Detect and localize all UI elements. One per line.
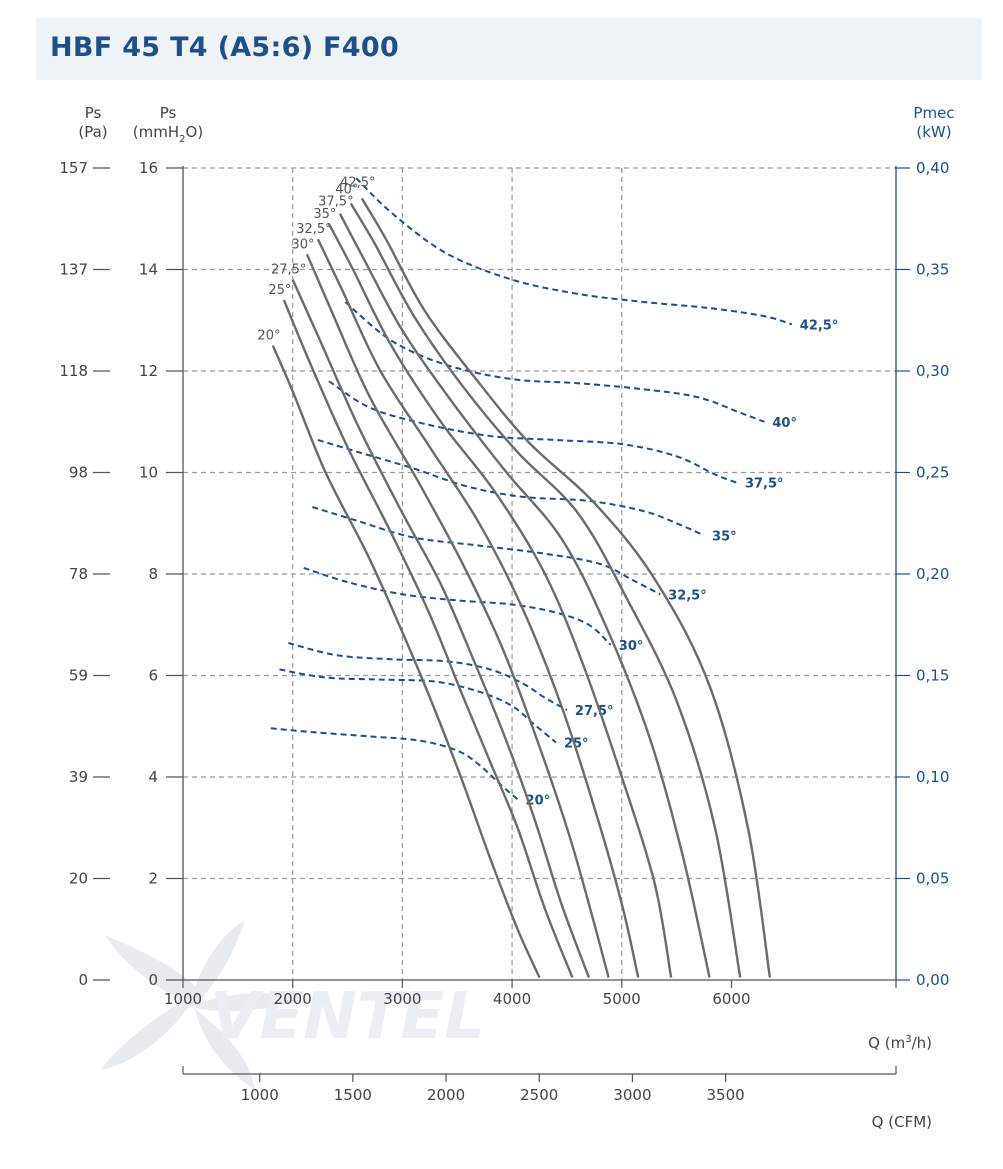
ps-mm-tick-label: 12: [139, 362, 158, 380]
power-curve-label: 42,5°: [800, 318, 839, 333]
pressure-curve-32,5°: [316, 238, 640, 978]
pressure-curve-27,5°: [291, 279, 591, 978]
pressure-curve-37,5°: [338, 213, 711, 978]
power-curve-30°: [303, 566, 612, 646]
ps-mm-tick-label: 14: [139, 261, 158, 279]
power-curve-label: 27,5°: [575, 704, 614, 719]
pressure-curve-label: 40°: [335, 183, 358, 198]
power-curve-label: 20°: [526, 793, 551, 808]
q-cfm-label: Q (CFM): [872, 1113, 932, 1131]
ps-mm-tick-label: 16: [139, 159, 158, 177]
ps-mm-tick-label: 0: [148, 971, 158, 989]
pmec-unit: (kW): [916, 123, 951, 141]
pmec-label: Pmec: [913, 104, 954, 122]
ps-pa-tick-label: 118: [59, 362, 88, 380]
q-m3h-tick-label: 6000: [712, 990, 750, 1008]
pressure-curve-label: 25°: [268, 283, 291, 298]
pressure-curve-42,5°: [360, 197, 772, 978]
pressure-curve-label: 35°: [313, 207, 336, 222]
ps-mm-tick-label: 4: [148, 768, 158, 786]
power-curve-32,5°: [312, 506, 661, 596]
pressure-curve-label: 42,5°: [340, 175, 375, 190]
q-m3h-label: Q (m3/h): [868, 1034, 932, 1052]
pmec-tick-label: 0,35: [916, 261, 949, 279]
pressure-curve-30°: [305, 253, 610, 978]
pressure-curve-label: 20°: [257, 329, 280, 344]
pressure-curve-35°: [327, 223, 673, 978]
ps-mm-tick-label: 8: [148, 565, 158, 583]
ps-pa-tick-label: 39: [69, 768, 88, 786]
ps-pa-tick-label: 98: [69, 464, 88, 482]
pmec-tick-label: 0,20: [916, 565, 949, 583]
ps-mm-tick-label: 10: [139, 464, 158, 482]
title-bar: HBF 45 T4 (A5:6) F400: [36, 18, 982, 80]
pmec-tick-label: 0,05: [916, 870, 949, 888]
pressure-curves: 20°25°27,5°30°32,5°35°37,5°40°42,5°: [257, 175, 772, 978]
q-m3h-tick-label: 4000: [493, 990, 531, 1008]
ps-pa-tick-label: 20: [69, 870, 88, 888]
q-m3h-tick-label: 5000: [603, 990, 641, 1008]
q-cfm-tick-label: 3500: [706, 1086, 744, 1104]
pressure-curve-label: 37,5°: [318, 195, 353, 210]
fan-blades-icon: [100, 920, 300, 1090]
pressure-curve-25°: [282, 299, 574, 978]
pmec-tick-label: 0,10: [916, 768, 949, 786]
ps-pa-tick-label: 59: [69, 667, 88, 685]
logo-text: VENTEL: [210, 980, 485, 1054]
power-curve-label: 30°: [619, 639, 644, 654]
ps-pa-unit: (Pa): [78, 123, 107, 141]
ps-pa-label: Ps: [85, 104, 102, 122]
power-curve-label: 35°: [712, 529, 737, 544]
power-curve-35°: [317, 439, 705, 537]
pmec-tick-label: 0,00: [916, 971, 949, 989]
power-curve-label: 32,5°: [668, 588, 707, 603]
axes: 157 16 0,40 137 14 0,35 118 12 0,30 98 10 0,25 78 8 0,…: [59, 159, 949, 1104]
q-cfm-tick-label: 2000: [427, 1086, 465, 1104]
power-curve-42,5°: [355, 177, 793, 326]
pressure-curve-label: 32,5°: [296, 222, 331, 237]
power-curve-27,5°: [288, 642, 568, 711]
q-cfm-tick-label: 1500: [334, 1086, 372, 1104]
power-curves: 20°25°27,5°30°32,5°35°37,5°40°42,5°: [270, 177, 839, 808]
ps-pa-tick-label: 157: [59, 159, 88, 177]
ps-mm-unit: (mmH2O): [133, 123, 203, 145]
ps-mm-label: Ps: [160, 104, 177, 122]
ventel-logo-watermark: VENTEL: [100, 920, 485, 1090]
ps-mm-tick-label: 6: [148, 667, 158, 685]
grid: [183, 167, 896, 980]
pressure-curve-20°: [271, 345, 541, 978]
power-curve-label: 25°: [564, 736, 589, 751]
pressure-curve-label: 30°: [291, 237, 314, 252]
q-m3h-tick-label: 2000: [274, 990, 312, 1008]
ps-pa-tick-label: 78: [69, 565, 88, 583]
q-cfm-tick-label: 3000: [613, 1086, 651, 1104]
pressure-curve-40°: [349, 202, 742, 978]
q-cfm-tick-label: 2500: [520, 1086, 558, 1104]
ps-pa-tick-label: 0: [78, 971, 88, 989]
pmec-tick-label: 0,15: [916, 667, 949, 685]
power-curve-label: 37,5°: [745, 477, 784, 492]
pmec-tick-label: 0,30: [916, 362, 949, 380]
pmec-tick-label: 0,40: [916, 159, 949, 177]
pressure-curve-label: 27,5°: [271, 263, 306, 278]
power-curve-40°: [344, 301, 765, 423]
power-curve-37,5°: [328, 380, 738, 484]
pmec-tick-label: 0,25: [916, 464, 949, 482]
q-m3h-tick-label: 3000: [383, 990, 421, 1008]
q-m3h-tick-label: 1000: [164, 990, 202, 1008]
power-curve-label: 40°: [772, 416, 797, 431]
chart-title: HBF 45 T4 (A5:6) F400: [50, 32, 400, 63]
ps-pa-tick-label: 137: [59, 261, 88, 279]
q-cfm-tick-label: 1000: [241, 1086, 279, 1104]
ps-mm-tick-label: 2: [148, 870, 158, 888]
